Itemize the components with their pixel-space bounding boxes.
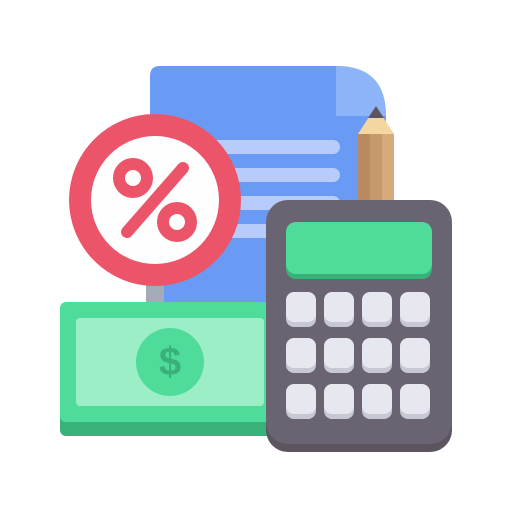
calc-button <box>400 292 430 322</box>
dollar-symbol: $ <box>159 340 181 384</box>
calc-button <box>286 384 316 414</box>
calc-button <box>324 338 354 368</box>
calc-button <box>362 292 392 322</box>
calc-button <box>400 338 430 368</box>
finance-accounting-icon: $ <box>0 0 512 512</box>
calc-screen <box>286 222 432 274</box>
banknote-icon: $ <box>60 302 280 436</box>
calc-button <box>286 338 316 368</box>
calc-button <box>324 384 354 414</box>
calc-button <box>286 292 316 322</box>
calc-button <box>400 384 430 414</box>
calc-button <box>362 338 392 368</box>
calc-button <box>362 384 392 414</box>
calculator-icon <box>266 200 452 452</box>
calc-button <box>324 292 354 322</box>
